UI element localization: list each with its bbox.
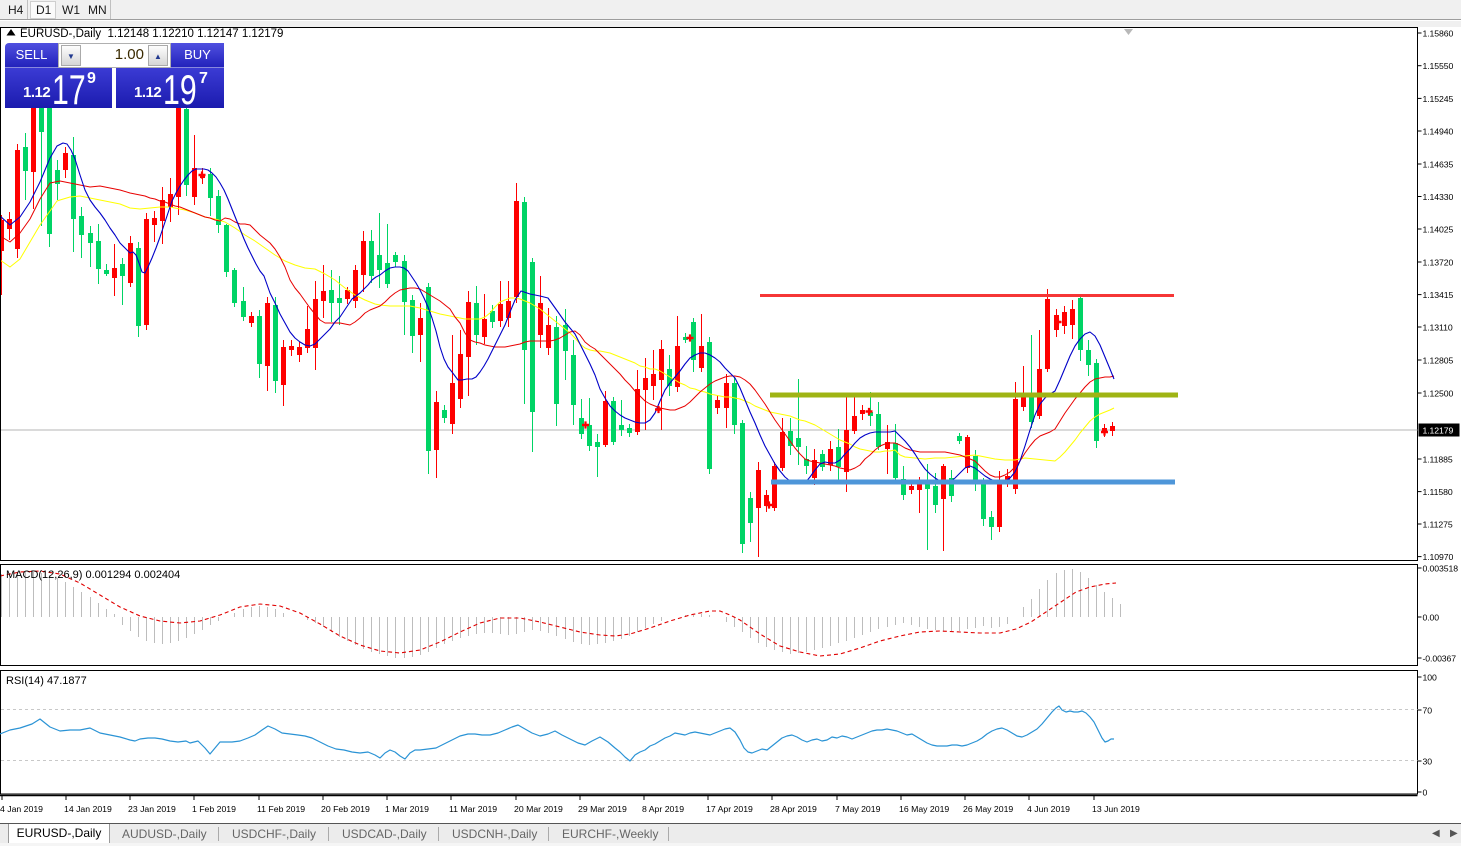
- svg-text:29 Mar 2019: 29 Mar 2019: [578, 804, 627, 814]
- svg-text:1.11885: 1.11885: [1423, 455, 1453, 465]
- svg-text:26 May 2019: 26 May 2019: [963, 804, 1013, 814]
- svg-text:1.14330: 1.14330: [1423, 192, 1454, 202]
- svg-text:20 Feb 2019: 20 Feb 2019: [321, 804, 370, 814]
- svg-text:4 Jun 2019: 4 Jun 2019: [1027, 804, 1070, 814]
- svg-text:20 Mar 2019: 20 Mar 2019: [514, 804, 563, 814]
- svg-text:1.15860: 1.15860: [1423, 29, 1454, 39]
- svg-text:8 Apr 2019: 8 Apr 2019: [642, 804, 684, 814]
- svg-text:1.15245: 1.15245: [1423, 94, 1454, 104]
- svg-text:1.13110: 1.13110: [1423, 323, 1453, 333]
- svg-text:1.12179: 1.12179: [1423, 426, 1454, 436]
- svg-text:7 May 2019: 7 May 2019: [835, 804, 881, 814]
- svg-text:1.13720: 1.13720: [1423, 258, 1454, 268]
- svg-text:23 Jan 2019: 23 Jan 2019: [128, 804, 176, 814]
- svg-text:1 Feb 2019: 1 Feb 2019: [192, 804, 236, 814]
- svg-text:1 Mar 2019: 1 Mar 2019: [385, 804, 429, 814]
- svg-text:1.14940: 1.14940: [1423, 127, 1454, 137]
- svg-text:1.13415: 1.13415: [1423, 290, 1454, 300]
- svg-text:1.10970: 1.10970: [1423, 552, 1454, 562]
- svg-text:17 Apr 2019: 17 Apr 2019: [706, 804, 753, 814]
- svg-text:MACD(12,26,9) 0.001294 0.00240: MACD(12,26,9) 0.001294 0.002404: [6, 569, 180, 581]
- svg-text:0.00: 0.00: [1423, 613, 1440, 623]
- svg-text:1.14635: 1.14635: [1423, 160, 1454, 170]
- svg-text:70: 70: [1423, 706, 1433, 716]
- svg-text:13 Jun 2019: 13 Jun 2019: [1092, 804, 1140, 814]
- svg-text:11 Mar 2019: 11 Mar 2019: [449, 804, 497, 814]
- svg-text:1.11275: 1.11275: [1423, 520, 1453, 530]
- svg-text:1.11580: 1.11580: [1423, 487, 1453, 497]
- svg-text:100: 100: [1423, 673, 1437, 683]
- svg-text:EURUSD-,Daily 1.12148 1.12210: EURUSD-,Daily 1.12148 1.12210 1.12147 1.…: [20, 28, 283, 40]
- svg-text:4 Jan 2019: 4 Jan 2019: [0, 804, 43, 814]
- svg-text:30: 30: [1423, 757, 1433, 767]
- svg-text:RSI(14) 47.1877: RSI(14) 47.1877: [6, 675, 87, 687]
- svg-text:16 May 2019: 16 May 2019: [899, 804, 949, 814]
- svg-text:0.003518: 0.003518: [1423, 564, 1459, 574]
- svg-text:0: 0: [1423, 788, 1428, 798]
- svg-text:1.12500: 1.12500: [1423, 389, 1454, 399]
- svg-text:1.12805: 1.12805: [1423, 356, 1454, 366]
- svg-text:-0.00367: -0.00367: [1423, 654, 1457, 664]
- svg-text:1.14025: 1.14025: [1423, 225, 1454, 235]
- svg-text:11 Feb 2019: 11 Feb 2019: [257, 804, 305, 814]
- svg-text:28 Apr 2019: 28 Apr 2019: [770, 804, 817, 814]
- svg-text:14 Jan 2019: 14 Jan 2019: [64, 804, 112, 814]
- svg-text:1.15550: 1.15550: [1423, 61, 1454, 71]
